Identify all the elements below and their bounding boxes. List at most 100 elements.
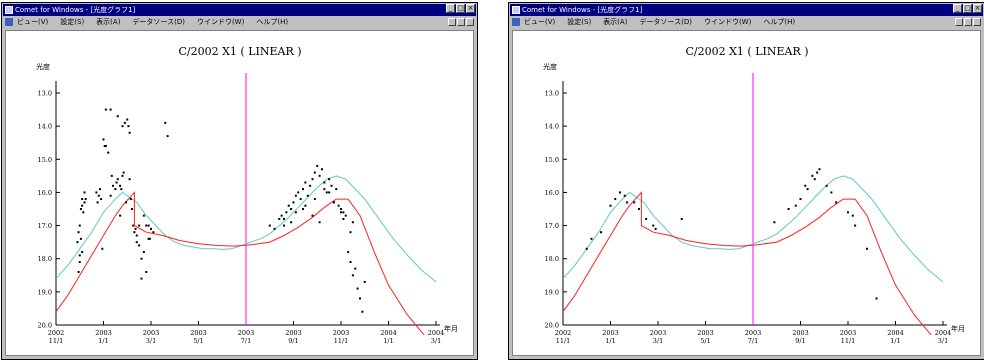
- observation-point: [150, 227, 152, 230]
- doc-restore-button[interactable]: [964, 18, 972, 26]
- observation-point: [283, 224, 285, 227]
- observation-point: [135, 234, 138, 237]
- document-icon[interactable]: [512, 18, 520, 26]
- y-tick-label: 18.0: [38, 255, 52, 263]
- observation-point: [81, 204, 84, 207]
- menu-settings[interactable]: 設定(S): [567, 18, 592, 26]
- observation-point: [645, 217, 648, 220]
- observation-point: [806, 188, 809, 191]
- doc-close-button[interactable]: [973, 18, 981, 26]
- observation-point: [129, 198, 132, 201]
- doc-close-button[interactable]: [466, 18, 474, 26]
- close-button[interactable]: ×: [973, 4, 982, 13]
- app-icon[interactable]: [512, 6, 520, 14]
- menu-display[interactable]: 表示(A): [96, 18, 121, 26]
- observation-point: [302, 208, 304, 210]
- y-tick-label: 18.0: [545, 255, 559, 263]
- y-axis-label: 光度: [36, 62, 50, 71]
- x-tick-label: 11/1: [841, 337, 856, 345]
- observation-point: [344, 214, 347, 217]
- observation-point: [325, 191, 328, 194]
- observation-point: [361, 310, 364, 313]
- x-tick-label: 2003: [697, 329, 714, 337]
- y-tick-label: 16.0: [545, 189, 559, 197]
- y-tick-label: 13.0: [545, 90, 559, 98]
- window-right: Comet for Windows - [光度グラフ1] _ □ × ビュー(V…: [508, 2, 984, 360]
- observation-point: [121, 125, 124, 128]
- x-tick-label: 2002: [555, 329, 572, 337]
- minimize-button[interactable]: _: [953, 4, 962, 13]
- x-axis-label: 年月: [444, 324, 458, 333]
- observation-point: [101, 247, 104, 250]
- menu-help[interactable]: ヘルプ(H): [763, 18, 796, 26]
- observation-point: [363, 280, 366, 283]
- menu-window[interactable]: ウインドウ(W): [703, 18, 752, 26]
- menu-bar: ビュー(V) 設定(S) 表示(A) データソース(D) ウインドウ(W) ヘル…: [3, 16, 476, 28]
- observation-point: [614, 198, 617, 201]
- observation-point: [328, 178, 331, 181]
- observation-point: [680, 217, 683, 220]
- y-tick-label: 16.0: [38, 189, 52, 197]
- observation-point: [290, 208, 293, 210]
- doc-restore-button[interactable]: [457, 18, 465, 26]
- observation-point: [804, 184, 807, 187]
- observation-point: [585, 247, 588, 250]
- observation-point: [134, 227, 137, 230]
- observation-point: [140, 257, 143, 260]
- menu-window[interactable]: ウインドウ(W): [196, 18, 245, 26]
- y-tick-label: 20.0: [38, 322, 52, 330]
- observation-point: [835, 201, 838, 204]
- menu-datasource[interactable]: データソース(D): [639, 18, 692, 26]
- menu-help[interactable]: ヘルプ(H): [256, 18, 289, 26]
- menu-settings[interactable]: 設定(S): [60, 18, 85, 26]
- title-bar[interactable]: Comet for Windows - [光度グラフ1]: [510, 4, 983, 16]
- x-tick-label: 1/1: [605, 337, 615, 345]
- observation-point: [626, 201, 629, 204]
- observation-point: [773, 221, 776, 224]
- observation-point: [830, 191, 833, 194]
- observation-point: [123, 121, 126, 124]
- doc-minimize-button[interactable]: [448, 18, 456, 26]
- x-tick-label: 2003: [840, 329, 857, 337]
- observation-point: [81, 251, 84, 254]
- observation-point: [142, 251, 145, 254]
- predicted-curve: [562, 175, 944, 283]
- menu-datasource[interactable]: データソース(D): [132, 18, 185, 26]
- x-tick-label: 11/1: [556, 337, 571, 345]
- observation-point: [119, 214, 122, 217]
- x-tick-label: 2003: [190, 329, 207, 337]
- observation-point: [290, 221, 293, 224]
- observation-point: [323, 181, 326, 184]
- x-tick-label: 5/1: [193, 337, 203, 345]
- observation-point: [152, 231, 155, 234]
- observation-point: [280, 214, 283, 217]
- observation-point: [109, 194, 112, 197]
- observation-point: [119, 184, 122, 187]
- menu-view[interactable]: ビュー(V): [524, 18, 556, 26]
- observation-point: [794, 204, 797, 207]
- observation-point: [332, 201, 335, 204]
- doc-minimize-button[interactable]: [955, 18, 963, 26]
- observation-point: [112, 184, 114, 187]
- app-icon[interactable]: [5, 6, 13, 14]
- observation-point: [816, 171, 819, 174]
- maximize-button[interactable]: □: [456, 4, 465, 13]
- observation-point: [609, 204, 612, 207]
- y-tick-label: 15.0: [38, 156, 52, 164]
- observation-point: [318, 221, 321, 224]
- observation-point: [654, 227, 657, 230]
- predicted-curve: [55, 175, 437, 283]
- title-bar[interactable]: Comet for Windows - [光度グラフ1]: [3, 4, 476, 16]
- minimize-button[interactable]: _: [446, 4, 455, 13]
- document-icon[interactable]: [5, 18, 13, 26]
- menu-display[interactable]: 表示(A): [603, 18, 628, 26]
- observation-point: [359, 297, 361, 300]
- x-tick-label: 2004: [380, 329, 397, 337]
- observation-point: [354, 267, 357, 270]
- observation-point: [337, 204, 340, 207]
- observation-point: [127, 125, 130, 128]
- y-axis-label: 光度: [543, 62, 557, 71]
- maximize-button[interactable]: □: [963, 4, 972, 13]
- close-button[interactable]: ×: [466, 4, 475, 13]
- menu-view[interactable]: ビュー(V): [17, 18, 49, 26]
